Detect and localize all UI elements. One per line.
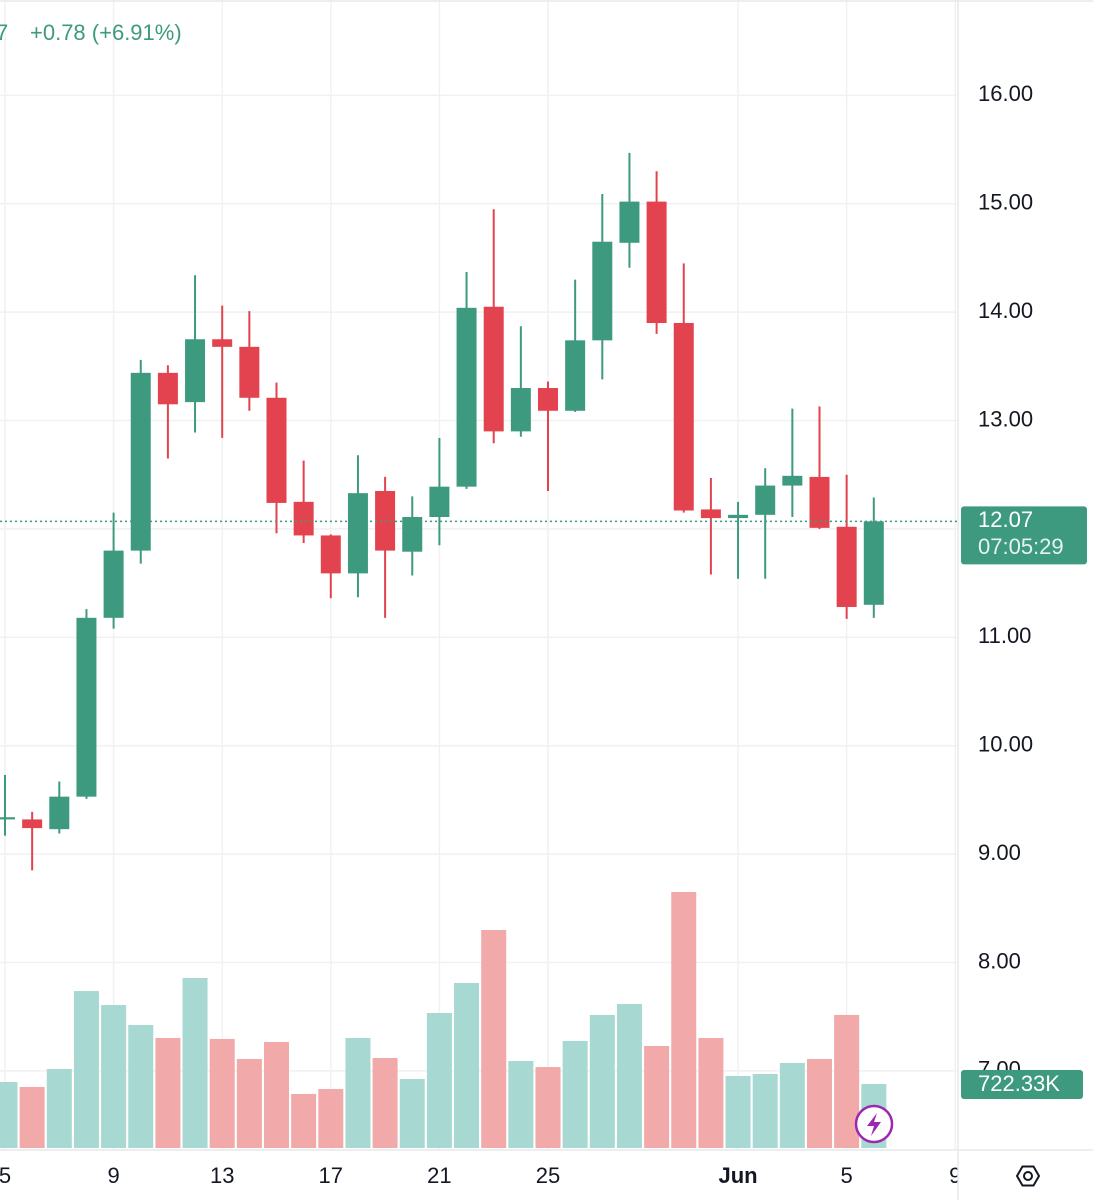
price-tag [961,506,1087,565]
candle-body [565,340,586,411]
volume-bar [264,1041,289,1148]
x-tick-label: Jun [718,1163,757,1188]
x-tick-label: 17 [319,1163,343,1188]
candle-body [103,550,124,618]
candle-body [863,521,884,605]
candle-body [429,486,450,518]
volume-bar [698,1037,724,1148]
candle-body [49,796,70,830]
y-tick-label: 10.00 [978,732,1033,757]
candle-body [592,241,613,341]
header-change: +0.78 (+6.91%) [30,20,182,45]
volume-bar [101,1005,127,1148]
volume-bar [209,1038,235,1148]
candle-body [402,517,423,552]
price-axis-panel [958,0,1093,1200]
candle-body [700,509,721,519]
lightning-icon [867,1113,881,1136]
candle-body [510,388,531,432]
settings-dot [1023,1171,1033,1181]
x-tick-label: 5 [841,1163,853,1188]
candle-body [76,617,97,797]
y-tick-label: 9.00 [978,840,1021,865]
y-tick-label: 15.00 [978,190,1033,215]
volume-bar [725,1075,751,1148]
lightning-button[interactable] [854,1104,894,1144]
candle-body [347,493,368,574]
y-tick-label: 14.00 [978,298,1033,323]
x-tick-label: 9 [107,1163,119,1188]
x-tick-label: 25 [536,1163,560,1188]
y-tick-label: 13.00 [978,406,1033,431]
candle-body [266,397,287,503]
candle-body [538,388,558,411]
x-tick-label: 21 [427,1163,451,1188]
volume-bar [535,1067,561,1148]
y-tick-label: 16.00 [978,81,1033,106]
settings-icon [1015,1165,1041,1187]
candle-body [809,476,830,528]
volume-bar [128,1024,154,1148]
candle-body [836,526,857,607]
candle-body [646,201,667,323]
candle-body [157,372,178,405]
candle-body [673,322,694,511]
volume-bar [481,930,507,1148]
volume-bar [399,1078,425,1148]
candle-body [456,307,477,487]
candle-body [130,372,151,551]
grid [0,0,958,1150]
candle-body [483,306,504,432]
volume-bar [807,1058,832,1148]
candle-body [728,514,749,519]
y-tick-label: 8.00 [978,948,1021,973]
candle-body [619,201,640,243]
volume-bar [19,1086,45,1148]
volume-bar [589,1014,615,1148]
candle-body [212,339,233,347]
volume-bar [562,1040,588,1148]
candle-body [239,346,260,398]
volume-bar [426,1013,452,1148]
x-tick-label: 5 [0,1163,11,1188]
volume-bar [372,1058,398,1148]
volume-bar [318,1089,344,1148]
volume-bar [644,1045,670,1148]
settings-button[interactable] [1015,1165,1041,1187]
volume-bar [671,892,697,1148]
candle-body [22,819,43,829]
volume-bar [779,1062,805,1148]
volume-tag-value: 722.33K [978,1071,1060,1096]
volume-bar [236,1058,262,1148]
volume-bar [752,1074,778,1148]
volume-bar [46,1068,72,1148]
x-tick-label: 13 [210,1163,234,1188]
candle-body [293,501,314,536]
volume-bar [454,982,480,1148]
volume-bar [345,1037,371,1148]
price-tag-countdown: 07:05:29 [978,534,1064,559]
candle-body [755,485,776,515]
header-price: 7 [0,20,8,45]
candle-body [320,535,341,574]
candle-body [782,475,803,486]
volume-bar [616,1003,642,1148]
volume-tag [961,1070,1083,1100]
volume-bar [155,1037,181,1148]
volume-bar [73,991,99,1148]
candle-body [0,817,15,820]
volume-bar [508,1061,534,1148]
candle-body [185,339,206,403]
volume-bar [291,1093,317,1148]
volume-bar [182,978,208,1148]
volume-bar [0,1082,18,1148]
y-tick-label: 11.00 [978,623,1031,648]
price-tag-value: 12.07 [978,507,1033,532]
